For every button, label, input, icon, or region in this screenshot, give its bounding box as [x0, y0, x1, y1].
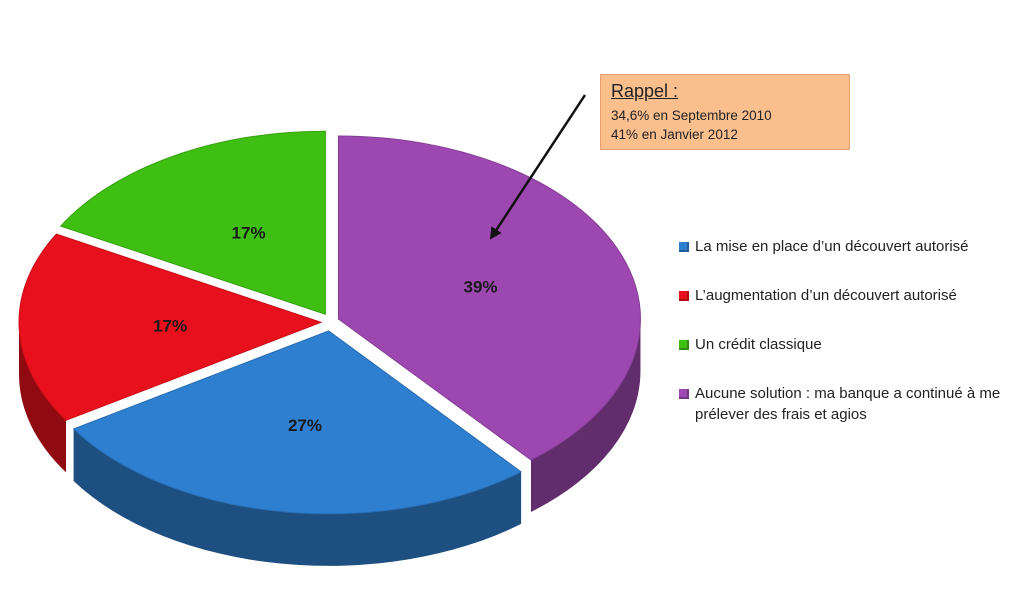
callout-title: Rappel :: [611, 81, 679, 101]
legend-label: La mise en place d’un découvert autorisé: [695, 238, 969, 255]
legend-swatch: [679, 242, 689, 252]
legend-item: L’augmentation d’un découvert autorisé: [679, 285, 1019, 306]
pie-slice: [337, 135, 641, 461]
callout-arrow: [489, 94, 587, 240]
pie-slice: [72, 330, 523, 515]
legend-label: L’augmentation d’un découvert autorisé: [695, 287, 957, 304]
callout-line: 41% en Janvier 2012: [611, 127, 738, 142]
slice-value-label: 17%: [153, 316, 187, 335]
legend-label: Un crédit classique: [695, 336, 822, 353]
legend-item: La mise en place d’un découvert autorisé: [679, 236, 1019, 257]
callout-line: 34,6% en Septembre 2010: [611, 108, 772, 123]
slice-side: [73, 428, 522, 566]
slice-value-label: 17%: [232, 223, 266, 242]
callout-box: Rappel : 34,6% en Septembre 2010 41% en …: [600, 74, 850, 150]
slice-value-label: 27%: [288, 416, 322, 435]
legend-swatch: [679, 340, 689, 350]
legend-item: Un crédit classique: [679, 334, 1019, 355]
pie-slice: [59, 130, 326, 315]
slice-side: [19, 322, 67, 473]
legend: La mise en place d’un découvert autorisé…: [679, 236, 1019, 453]
legend-item: Aucune solution : ma banque a continué à…: [679, 383, 1019, 425]
pie-slice: [18, 233, 323, 421]
legend-label: Aucune solution : ma banque a continué à…: [695, 385, 1001, 423]
legend-swatch: [679, 389, 689, 399]
legend-swatch: [679, 291, 689, 301]
slice-value-label: 39%: [464, 278, 498, 297]
slice-side: [530, 318, 641, 512]
